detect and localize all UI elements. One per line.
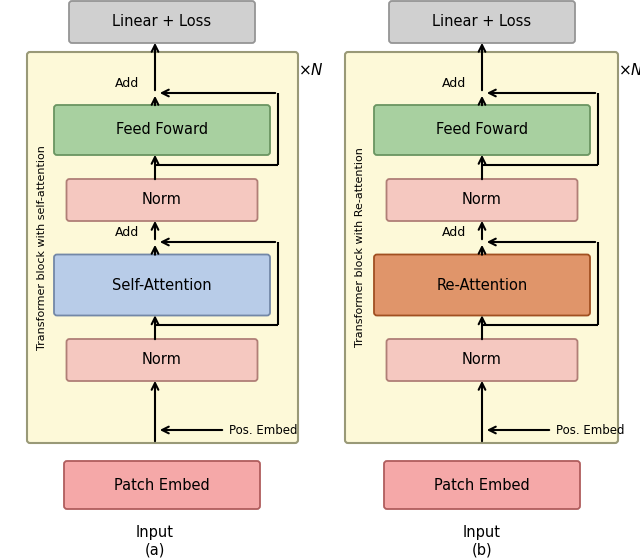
Text: Input: Input <box>463 526 501 541</box>
FancyBboxPatch shape <box>384 461 580 509</box>
Text: Self-Attention: Self-Attention <box>112 277 212 292</box>
Text: Patch Embed: Patch Embed <box>114 478 210 493</box>
FancyBboxPatch shape <box>67 339 257 381</box>
FancyBboxPatch shape <box>374 105 590 155</box>
FancyBboxPatch shape <box>387 179 577 221</box>
Text: Linear + Loss: Linear + Loss <box>433 15 532 30</box>
Text: Transformer block with self-attention: Transformer block with self-attention <box>37 145 47 350</box>
Text: Add: Add <box>442 226 466 239</box>
FancyBboxPatch shape <box>27 52 298 443</box>
FancyBboxPatch shape <box>54 254 270 315</box>
Text: Add: Add <box>115 226 139 239</box>
FancyBboxPatch shape <box>387 339 577 381</box>
FancyBboxPatch shape <box>67 179 257 221</box>
Text: Norm: Norm <box>462 353 502 368</box>
FancyBboxPatch shape <box>345 52 618 443</box>
Text: Norm: Norm <box>142 353 182 368</box>
Text: Feed Foward: Feed Foward <box>116 123 208 137</box>
Text: Add: Add <box>442 77 466 90</box>
Text: Add: Add <box>115 77 139 90</box>
Text: Pos. Embed: Pos. Embed <box>556 424 625 436</box>
Text: (a): (a) <box>145 542 165 557</box>
FancyBboxPatch shape <box>69 1 255 43</box>
FancyBboxPatch shape <box>54 105 270 155</box>
Text: Norm: Norm <box>142 193 182 208</box>
FancyBboxPatch shape <box>64 461 260 509</box>
Text: Re-Attention: Re-Attention <box>436 277 527 292</box>
FancyBboxPatch shape <box>374 254 590 315</box>
Text: Norm: Norm <box>462 193 502 208</box>
Text: $\times N$: $\times N$ <box>618 62 640 78</box>
Text: Patch Embed: Patch Embed <box>434 478 530 493</box>
Text: Input: Input <box>136 526 174 541</box>
Text: Feed Foward: Feed Foward <box>436 123 528 137</box>
Text: Linear + Loss: Linear + Loss <box>113 15 212 30</box>
Text: (b): (b) <box>472 542 492 557</box>
Text: Pos. Embed: Pos. Embed <box>229 424 298 436</box>
Text: $\times N$: $\times N$ <box>298 62 324 78</box>
FancyBboxPatch shape <box>389 1 575 43</box>
Text: Transformer block with Re-attention: Transformer block with Re-attention <box>355 147 365 348</box>
